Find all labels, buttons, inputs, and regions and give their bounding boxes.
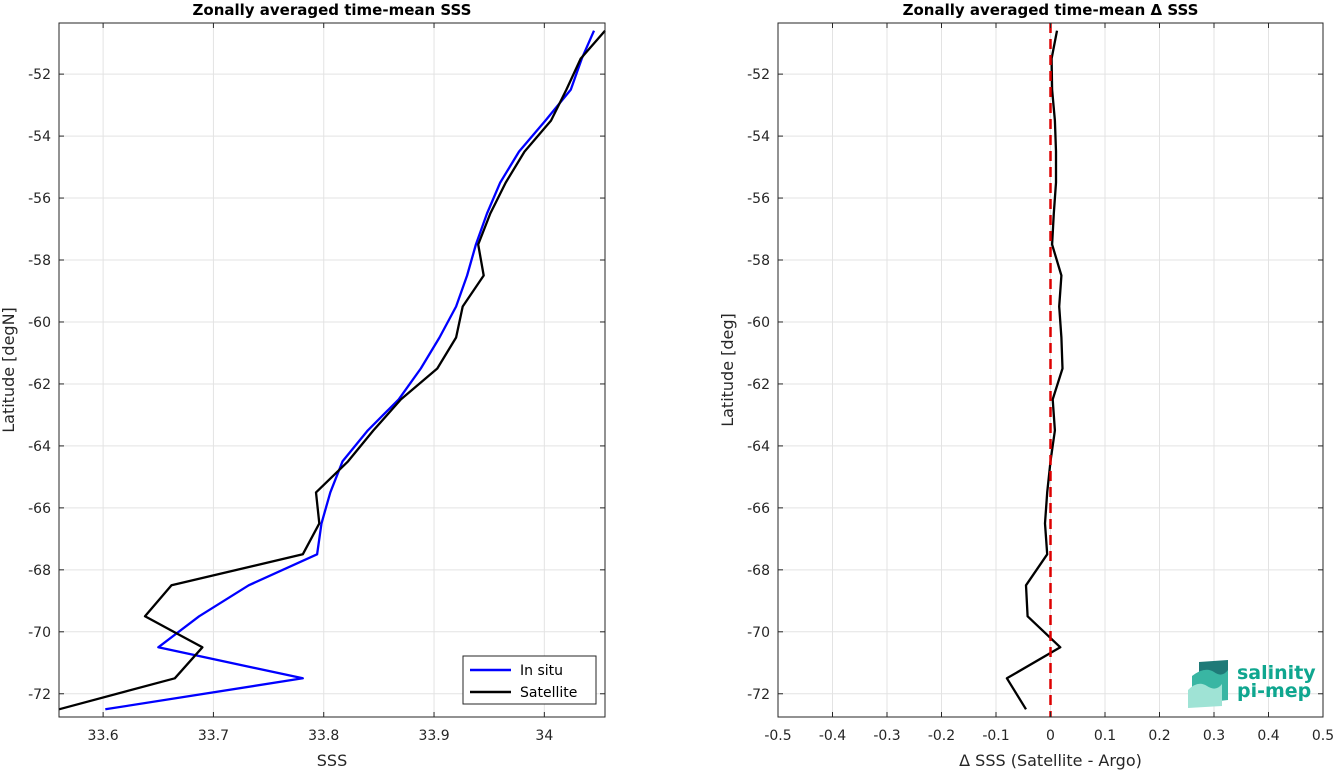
y-tick-label: -68 — [28, 563, 51, 579]
y-tick-label: -54 — [28, 129, 51, 145]
y-tick-label: -62 — [747, 377, 770, 393]
y-tick-label: -52 — [28, 67, 51, 83]
y-tick-label: -56 — [28, 191, 51, 207]
y-tick-label: -60 — [747, 315, 770, 331]
y-tick-label: -62 — [28, 377, 51, 393]
y-tick-label: -64 — [747, 439, 770, 455]
chart-title-delta-sss: Zonally averaged time-mean Δ SSS — [903, 1, 1199, 19]
y-tick-label: -70 — [28, 625, 51, 641]
x-tick-label: 33.6 — [88, 728, 119, 744]
series-line-in-situ — [105, 30, 596, 711]
y-tick-label: -70 — [747, 625, 770, 641]
series-sss — [58, 29, 606, 711]
legend-label-satellite: Satellite — [520, 685, 577, 701]
x-tick-label: 0.3 — [1203, 728, 1225, 744]
logo-text-salinity: salinity — [1237, 662, 1316, 684]
y-tick-label: -66 — [28, 501, 51, 517]
ticks-sss: 33.6 33.7 33.8 33.9 34 -72 -70 -68 -66 -64 -62 -60 -… — [28, 23, 605, 744]
logo-wave-light — [1188, 683, 1222, 708]
x-tick-label: 0 — [1046, 728, 1055, 744]
grid-sss — [59, 23, 605, 717]
y-tick-label: -68 — [747, 563, 770, 579]
x-tick-label: 33.8 — [308, 728, 339, 744]
y-tick-label: -54 — [747, 129, 770, 145]
x-tick-label: -0.2 — [928, 728, 955, 744]
x-tick-label: 0.2 — [1148, 728, 1170, 744]
legend-sss: In situ Satellite — [462, 655, 597, 705]
y-tick-label: -60 — [28, 315, 51, 331]
y-tick-label: -56 — [747, 191, 770, 207]
salinity-pi-mep-logo: salinity pi-mep — [1188, 660, 1316, 708]
series-delta-sss — [1005, 30, 1064, 710]
chart-sss: 33.6 33.7 33.8 33.9 34 -72 -70 -68 -66 -64 -62 -60 -… — [0, 1, 606, 770]
y-tick-label: -66 — [747, 501, 770, 517]
legend-label-in-situ: In situ — [520, 663, 563, 679]
x-tick-label: -0.1 — [982, 728, 1009, 744]
y-axis-label-sss: Latitude [degN] — [0, 307, 18, 433]
x-tick-label: 34 — [535, 728, 553, 744]
y-tick-label: -64 — [28, 439, 51, 455]
y-tick-label: -72 — [28, 687, 51, 703]
chart-title-sss: Zonally averaged time-mean SSS — [193, 1, 472, 19]
logo-text-pi-mep: pi-mep — [1237, 680, 1311, 702]
y-tick-label: -58 — [28, 253, 51, 269]
x-tick-label: 33.9 — [418, 728, 449, 744]
axes-frame-sss — [58, 22, 606, 718]
wave-logo-icon — [1188, 660, 1228, 708]
series-line-0 — [1005, 30, 1064, 710]
y-axis-label-delta-sss: Latitude [deg] — [718, 313, 737, 427]
x-tick-label: -0.5 — [764, 728, 791, 744]
x-tick-label: -0.3 — [873, 728, 900, 744]
y-tick-label: -58 — [747, 253, 770, 269]
x-tick-label: 0.1 — [1094, 728, 1116, 744]
legend-box — [462, 655, 597, 705]
x-axis-label-sss: SSS — [317, 751, 347, 770]
ticks-delta-sss: -0.5 -0.4 -0.3 -0.2 -0.1 0 0.1 0.2 0.3 0.4 0.5 -72 -… — [747, 23, 1334, 744]
y-tick-label: -52 — [747, 67, 770, 83]
x-axis-label-delta-sss: Δ SSS (Satellite - Argo) — [959, 751, 1142, 770]
series-line-satellite — [58, 29, 606, 711]
x-tick-label: 0.4 — [1257, 728, 1279, 744]
chart-delta-sss: -0.5 -0.4 -0.3 -0.2 -0.1 0 0.1 0.2 0.3 0.4 0.5 -72 -… — [718, 1, 1334, 770]
y-tick-label: -72 — [747, 687, 770, 703]
x-tick-label: -0.4 — [819, 728, 846, 744]
x-tick-label: 0.5 — [1312, 728, 1334, 744]
x-tick-label: 33.7 — [198, 728, 229, 744]
